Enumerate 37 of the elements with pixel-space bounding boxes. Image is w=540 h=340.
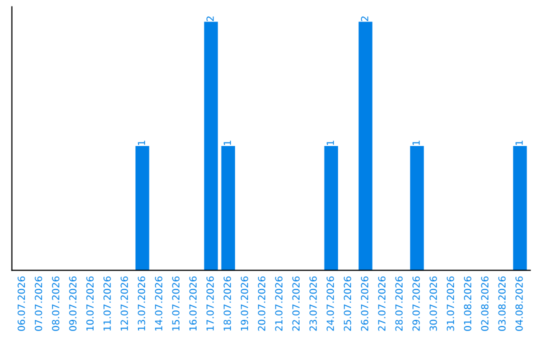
x-tick-label: 20.07.2026 (258, 276, 266, 331)
x-tick-label: 14.07.2026 (154, 276, 162, 330)
data-label: 1 (326, 140, 334, 145)
x-tick-label: 02.08.2026 (481, 276, 488, 331)
data-label: 1 (138, 140, 146, 145)
x-tick-label: 27.07.2026 (378, 276, 386, 331)
x-tick-label: 07.07.2026 (34, 276, 42, 331)
x-tick-label: 08.07.2026 (52, 276, 60, 331)
data-label: 1 (224, 140, 231, 145)
x-tick-label: 15.07.2026 (172, 276, 180, 330)
x-tick-label: 09.07.2026 (69, 276, 76, 331)
x-tick-label: 24.07.2026 (326, 276, 334, 331)
x-tick-label: 03.08.2026 (498, 276, 506, 331)
x-tick-label: 26.07.2026 (360, 276, 368, 331)
x-tick-label: 01.08.2026 (464, 276, 472, 331)
x-tick-label: 22.07.2026 (292, 276, 300, 331)
x-tick-label: 06.07.2026 (18, 276, 25, 331)
data-label: 1 (412, 140, 420, 145)
x-tick-label: 21.07.2026 (275, 276, 282, 331)
x-tick-label: 11.07.2026 (103, 276, 111, 330)
x-tick-label: 16.07.2026 (189, 276, 197, 330)
x-tick-label: 25.07.2026 (344, 276, 352, 331)
x-tick-label: 30.07.2026 (430, 276, 437, 331)
x-tick-label: 17.07.2026 (206, 276, 214, 330)
x-tick-label: 31.07.2026 (446, 276, 454, 331)
x-tick-label: 13.07.2026 (138, 276, 146, 330)
x-tick-label: 29.07.2026 (412, 276, 420, 331)
x-tick-label: 04.08.2026 (515, 276, 523, 331)
x-tick-label: 19.07.2026 (240, 276, 248, 330)
data-label: 1 (516, 140, 523, 145)
data-label: 2 (360, 16, 368, 22)
data-label: 2 (206, 16, 214, 22)
x-tick-label: 23.07.2026 (309, 276, 317, 331)
x-tick-label: 10.07.2026 (86, 276, 94, 330)
x-tick-label: 28.07.2026 (395, 276, 403, 331)
x-tick-label: 18.07.2026 (224, 276, 231, 330)
x-tick-label: 12.07.2026 (120, 276, 128, 330)
